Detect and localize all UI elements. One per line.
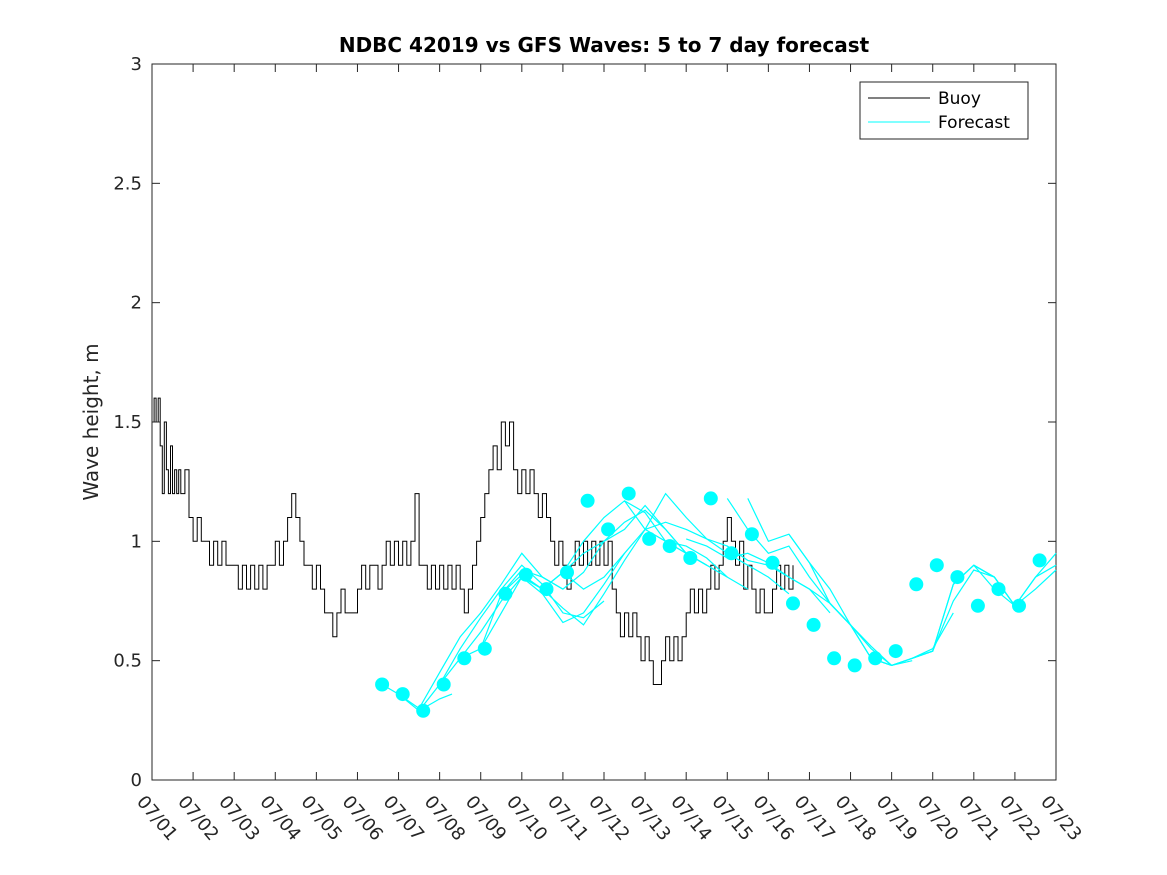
chart-title: NDBC 42019 vs GFS Waves: 5 to 7 day fore…	[339, 33, 870, 57]
forecast-marker	[1012, 598, 1026, 613]
forecast-marker	[950, 570, 965, 585]
x-tick-label: 07/04	[255, 792, 304, 845]
buoy-line	[152, 397, 794, 685]
forecast-line	[459, 529, 646, 659]
forecast-marker	[847, 658, 862, 673]
forecast-marker	[827, 651, 842, 666]
forecast-marker	[970, 598, 985, 613]
x-tick-label: 07/16	[749, 792, 798, 845]
x-tick-label: 07/23	[1036, 792, 1085, 845]
y-tick-label: 1.5	[113, 412, 142, 433]
x-tick-label: 07/09	[461, 792, 510, 845]
forecast-marker	[744, 527, 759, 542]
forecast-marker	[991, 582, 1006, 597]
forecast-line	[418, 564, 605, 712]
legend-buoy-label: Buoy	[938, 89, 981, 109]
forecast-markers	[375, 486, 1047, 718]
y-axis-label: Wave height, m	[79, 343, 103, 500]
forecast-marker	[375, 677, 390, 692]
x-tick-label: 07/22	[995, 792, 1044, 845]
x-tick-label: 07/07	[379, 792, 428, 845]
forecast-marker	[909, 577, 924, 592]
forecast-marker	[498, 586, 513, 601]
forecast-line	[398, 552, 564, 710]
forecast-line	[562, 528, 749, 590]
forecast-marker	[477, 641, 492, 656]
legend-box	[859, 81, 1029, 140]
forecast-marker	[457, 651, 472, 666]
forecast-marker	[436, 677, 451, 692]
forecast-marker	[683, 551, 698, 565]
forecast-line	[439, 552, 626, 685]
plot-area	[151, 63, 1057, 781]
x-tick-label: 07/08	[420, 792, 469, 845]
forecast-marker	[518, 567, 533, 582]
y-tick-label: 2	[131, 293, 142, 314]
forecast-marker	[601, 522, 616, 537]
x-tick-label: 07/21	[954, 792, 1003, 845]
forecast-marker	[765, 555, 780, 570]
x-tick-label: 07/01	[132, 792, 181, 845]
x-tick-label: 07/20	[913, 792, 962, 845]
forecast-marker	[395, 687, 410, 702]
y-tick-label: 3	[131, 54, 142, 75]
forecast-marker	[724, 546, 739, 561]
axes-box	[151, 63, 1057, 781]
x-tick-label: 07/10	[502, 792, 551, 845]
y-tick-label: 0.5	[113, 651, 142, 672]
x-tick-label: 07/12	[584, 792, 633, 845]
y-tick-label: 2.5	[113, 173, 142, 194]
forecast-marker	[868, 651, 883, 666]
x-tick-label: 07/03	[214, 792, 263, 845]
x-tick-label: 07/13	[625, 792, 674, 845]
forecast-marker	[662, 539, 677, 554]
forecast-line	[747, 498, 913, 667]
y-tick-label: 0	[131, 770, 142, 791]
x-tick-label: 07/05	[297, 792, 346, 845]
legend-forecast-label: Forecast	[938, 113, 1010, 133]
x-tick-label: 07/14	[666, 792, 715, 845]
forecast-marker	[929, 558, 944, 573]
x-tick-label: 07/19	[872, 792, 921, 845]
forecast-marker	[580, 493, 595, 508]
x-tick-label: 07/18	[831, 792, 880, 845]
forecast-marker	[539, 582, 554, 597]
x-tick-label: 07/06	[338, 792, 387, 845]
x-tick-label: 07/11	[543, 792, 592, 845]
y-tick-label: 1	[131, 531, 142, 552]
forecast-marker	[621, 486, 636, 501]
forecast-marker	[888, 644, 903, 659]
forecast-marker	[806, 617, 821, 632]
x-tick-label: 07/02	[173, 792, 222, 845]
legend: Buoy Forecast	[859, 81, 1029, 140]
y-axis: 0 0.5 1 1.5 2 2.5 3	[113, 54, 1056, 791]
x-tick-label: 07/17	[790, 792, 839, 845]
forecast-marker	[416, 703, 431, 718]
forecast-marker	[560, 565, 574, 580]
buoy-series	[152, 397, 794, 685]
forecast-marker	[1032, 553, 1047, 568]
x-tick-label: 07/15	[707, 792, 756, 845]
forecast-marker	[703, 491, 718, 506]
forecast-marker	[786, 596, 800, 611]
forecast-marker	[642, 531, 657, 546]
